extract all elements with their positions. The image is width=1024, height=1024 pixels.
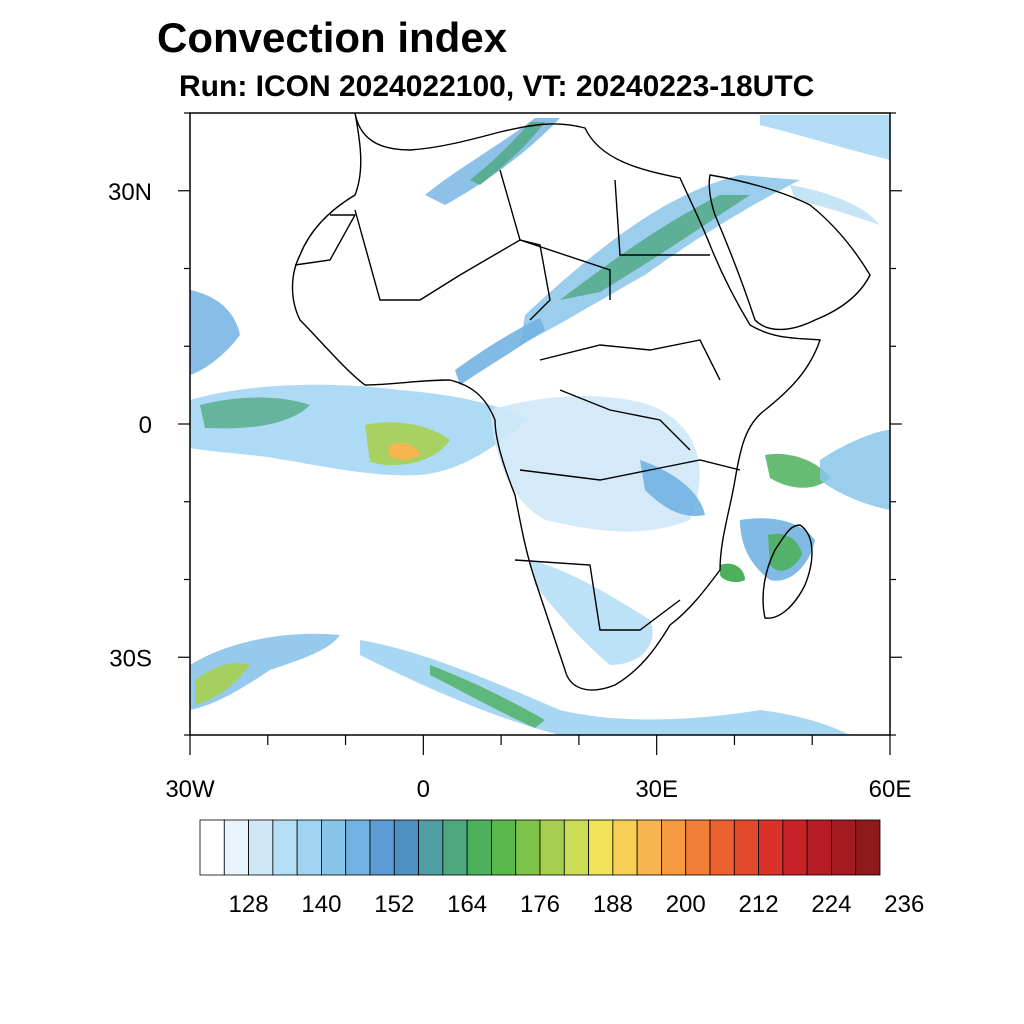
colorbar-label: 128: [229, 891, 269, 918]
colorbar-label: 152: [374, 891, 414, 918]
border-line-1: [354, 209, 551, 321]
colorbar-swatch: [855, 819, 881, 876]
colorbar-swatch: [369, 819, 395, 876]
lat-tick-label: 0: [139, 412, 152, 439]
border-line-3: [614, 179, 710, 256]
lon-tick-label: 30W: [165, 776, 215, 803]
field-northeast-corner: [760, 115, 890, 160]
lat-tick-label: 30N: [108, 179, 152, 206]
field-madagascar-core: [768, 533, 802, 571]
lon-tick-label: 60E: [869, 776, 912, 803]
border-line-5: [519, 459, 741, 481]
border-line-7: [559, 389, 691, 451]
colorbar-swatch: [588, 819, 614, 876]
colorbar-swatch: [393, 819, 419, 876]
border-line-2: [499, 169, 611, 300]
colorbar-swatch: [466, 819, 492, 876]
map-subtitle: Run: ICON 2024022100, VT: 20240223-18UTC: [179, 70, 815, 103]
field-southern-africa: [530, 560, 653, 665]
colorbar-swatch: [515, 819, 541, 876]
field-arabia: [790, 185, 880, 225]
lon-tick-label: 30E: [635, 776, 678, 803]
colorbar-swatch: [733, 819, 759, 876]
colorbar-label: 224: [811, 891, 851, 918]
colorbar-label: 140: [301, 891, 341, 918]
colorbar-label: 176: [520, 891, 560, 918]
field-indian-ocean: [820, 430, 890, 510]
colorbar-swatch: [806, 819, 832, 876]
colorbar-swatch: [296, 819, 322, 876]
field-band-nigeria: [455, 318, 545, 385]
field-south-atlantic-core: [195, 663, 250, 705]
convection-field: [190, 115, 890, 735]
colorbar-swatch: [418, 819, 444, 876]
coastlines-and-borders: [291, 113, 871, 691]
field-comoros: [765, 453, 830, 488]
colorbar-swatch: [442, 819, 468, 876]
colorbar-swatch: [199, 819, 225, 876]
field-gulf-guinea-core: [365, 422, 450, 466]
lat-tick-label: 30S: [109, 645, 152, 672]
field-east-africa: [640, 460, 705, 516]
colorbar-swatch: [272, 819, 298, 876]
colorbar-label: 236: [884, 891, 924, 918]
africa-coastline: [291, 113, 821, 691]
colorbar-label: 188: [593, 891, 633, 918]
field-band-northeast: [520, 175, 800, 345]
colorbar-swatch: [321, 819, 347, 876]
field-atlantic-equator-core: [200, 397, 310, 429]
map-title: Convection index: [157, 14, 508, 61]
colorbar-swatch: [491, 819, 517, 876]
colorbar-swatch: [223, 819, 249, 876]
field-south-atlantic: [190, 633, 340, 710]
colorbar-label: 164: [447, 891, 487, 918]
colorbar-swatch: [685, 819, 711, 876]
colorbar-swatch: [831, 819, 857, 876]
field-south-band-core: [430, 665, 545, 728]
madagascar-coastline: [762, 524, 813, 619]
colorbar-swatch: [636, 819, 662, 876]
colorbar-swatch: [539, 819, 565, 876]
field-mozambique: [720, 563, 745, 583]
colorbar-swatch: [709, 819, 735, 876]
border-line-8: [294, 214, 357, 266]
field-band-northeast-core: [560, 195, 750, 300]
colorbar-swatch: [661, 819, 687, 876]
colorbar-swatch: [248, 819, 274, 876]
lon-tick-label: 0: [417, 776, 430, 803]
border-line-6: [514, 559, 681, 631]
map-ticks: 30N 0 30S 30W 0 30E 60E: [108, 112, 912, 803]
colorbar-swatch: [345, 819, 371, 876]
colorbar-label: 212: [739, 891, 779, 918]
arabia-coastline: [708, 174, 871, 331]
colorbar-swatch: [782, 819, 808, 876]
field-congo: [490, 395, 700, 532]
colorbar: 128 140 152 164 176 188 200 212 224 236: [199, 819, 924, 918]
field-west-atlantic: [190, 290, 240, 375]
colorbar-label: 200: [666, 891, 706, 918]
border-line-4: [539, 339, 721, 381]
colorbar-swatch: [758, 819, 784, 876]
colorbar-swatch: [563, 819, 589, 876]
field-band-sahara-core: [470, 122, 545, 185]
field-gulf-guinea-hot: [388, 443, 420, 460]
colorbar-swatch: [612, 819, 638, 876]
